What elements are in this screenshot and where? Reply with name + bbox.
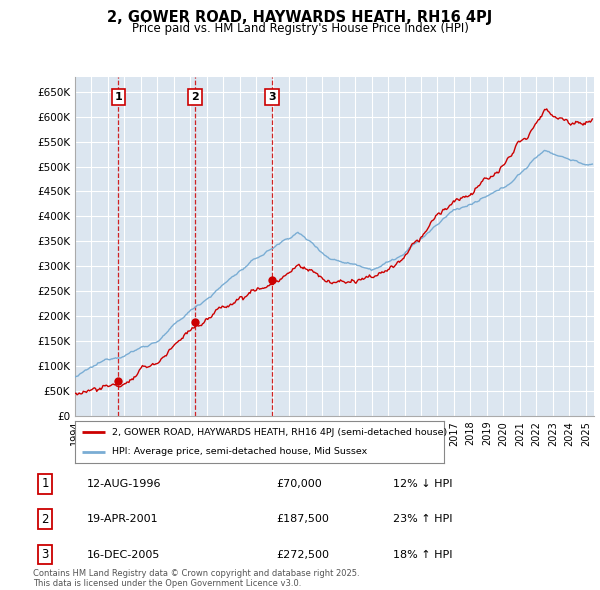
Text: 18% ↑ HPI: 18% ↑ HPI bbox=[393, 550, 452, 559]
Text: 23% ↑ HPI: 23% ↑ HPI bbox=[393, 514, 452, 524]
Text: 2, GOWER ROAD, HAYWARDS HEATH, RH16 4PJ: 2, GOWER ROAD, HAYWARDS HEATH, RH16 4PJ bbox=[107, 10, 493, 25]
Text: 2, GOWER ROAD, HAYWARDS HEATH, RH16 4PJ (semi-detached house): 2, GOWER ROAD, HAYWARDS HEATH, RH16 4PJ … bbox=[112, 428, 447, 437]
Text: 3: 3 bbox=[268, 92, 276, 102]
Text: 19-APR-2001: 19-APR-2001 bbox=[87, 514, 158, 524]
Text: 16-DEC-2005: 16-DEC-2005 bbox=[87, 550, 160, 559]
Text: Price paid vs. HM Land Registry's House Price Index (HPI): Price paid vs. HM Land Registry's House … bbox=[131, 22, 469, 35]
Text: 12-AUG-1996: 12-AUG-1996 bbox=[87, 479, 161, 489]
Text: 1: 1 bbox=[41, 477, 49, 490]
Text: Contains HM Land Registry data © Crown copyright and database right 2025.
This d: Contains HM Land Registry data © Crown c… bbox=[33, 569, 359, 588]
Text: 1: 1 bbox=[115, 92, 122, 102]
Text: £272,500: £272,500 bbox=[276, 550, 329, 559]
Text: 12% ↓ HPI: 12% ↓ HPI bbox=[393, 479, 452, 489]
Text: 3: 3 bbox=[41, 548, 49, 561]
Text: HPI: Average price, semi-detached house, Mid Sussex: HPI: Average price, semi-detached house,… bbox=[112, 447, 367, 456]
Text: 2: 2 bbox=[41, 513, 49, 526]
Text: £70,000: £70,000 bbox=[276, 479, 322, 489]
Text: 2: 2 bbox=[191, 92, 199, 102]
Text: £187,500: £187,500 bbox=[276, 514, 329, 524]
